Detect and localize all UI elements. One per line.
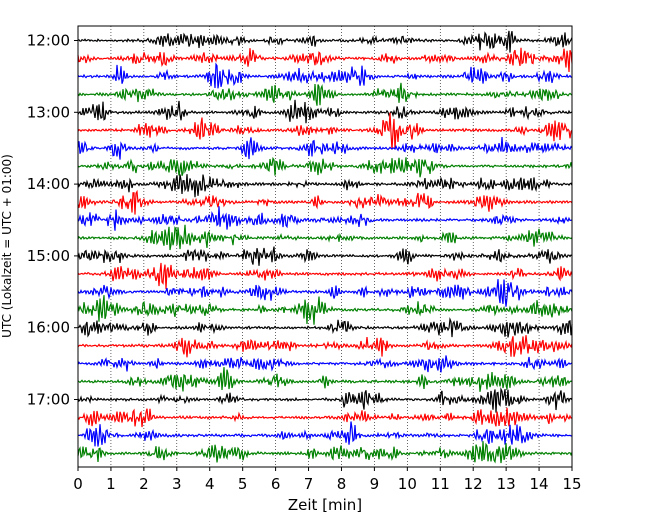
seismic-trace bbox=[77, 189, 573, 215]
seismic-trace bbox=[77, 386, 573, 413]
x-tick-label: 4 bbox=[205, 475, 215, 493]
x-tick-label: 0 bbox=[73, 475, 83, 493]
x-tick-label: 7 bbox=[304, 475, 314, 493]
x-tick-label: 12 bbox=[464, 475, 483, 493]
seismic-trace bbox=[77, 112, 573, 150]
y-tick-label: 16:00 bbox=[27, 319, 70, 337]
seismic-trace bbox=[77, 47, 573, 73]
x-tick-label: 10 bbox=[398, 475, 417, 493]
plot-frame bbox=[77, 25, 573, 468]
x-axis-label: Zeit [min] bbox=[288, 496, 362, 514]
x-tick-label: 2 bbox=[139, 475, 149, 493]
x-tick-label: 11 bbox=[431, 475, 450, 493]
y-axis-ticks: 12:00 13:00 14:00 15:00 16:00 17:00 bbox=[27, 32, 78, 409]
y-tick-label: 17:00 bbox=[27, 391, 70, 409]
seismic-trace bbox=[77, 99, 573, 124]
seismic-trace bbox=[77, 62, 573, 89]
seismic-trace bbox=[77, 407, 573, 428]
seismic-trace bbox=[77, 316, 573, 338]
x-tick-label: 5 bbox=[238, 475, 248, 493]
seismic-trace bbox=[77, 206, 573, 231]
y-tick-label: 13:00 bbox=[27, 103, 70, 121]
seismic-trace bbox=[77, 421, 573, 447]
x-tick-label: 13 bbox=[497, 475, 516, 493]
seismic-trace bbox=[77, 82, 573, 106]
seismic-trace bbox=[77, 355, 573, 373]
x-axis-ticks: 0 1 2 3 4 5 6 7 8 9 10 11 12 13 14 15 bbox=[73, 467, 582, 493]
y-tick-label: 14:00 bbox=[27, 175, 70, 193]
seismic-trace bbox=[77, 30, 573, 53]
x-tick-label: 1 bbox=[106, 475, 116, 493]
x-tick-label: 8 bbox=[337, 475, 347, 493]
seismic-trace bbox=[77, 295, 573, 325]
x-tick-label: 14 bbox=[530, 475, 549, 493]
seismic-traces bbox=[77, 30, 573, 464]
seismic-trace bbox=[77, 224, 573, 251]
y-tick-label: 12:00 bbox=[27, 32, 70, 50]
x-tick-label: 6 bbox=[271, 475, 281, 493]
y-axis-label: UTC (Lokalzeit = UTC + 01:00) bbox=[0, 154, 14, 338]
x-tick-label: 15 bbox=[562, 475, 581, 493]
seismic-trace bbox=[77, 156, 573, 178]
x-tick-label: 3 bbox=[172, 475, 182, 493]
seismic-trace bbox=[77, 246, 573, 266]
seismic-trace bbox=[77, 174, 573, 198]
seismic-trace bbox=[77, 262, 573, 290]
seismic-trace bbox=[77, 367, 573, 392]
seismic-trace bbox=[77, 136, 573, 160]
seismic-trace bbox=[77, 279, 573, 307]
y-tick-label: 15:00 bbox=[27, 247, 70, 265]
seismic-trace bbox=[77, 335, 573, 358]
seismic-trace bbox=[77, 441, 573, 464]
x-tick-label: 9 bbox=[370, 475, 380, 493]
